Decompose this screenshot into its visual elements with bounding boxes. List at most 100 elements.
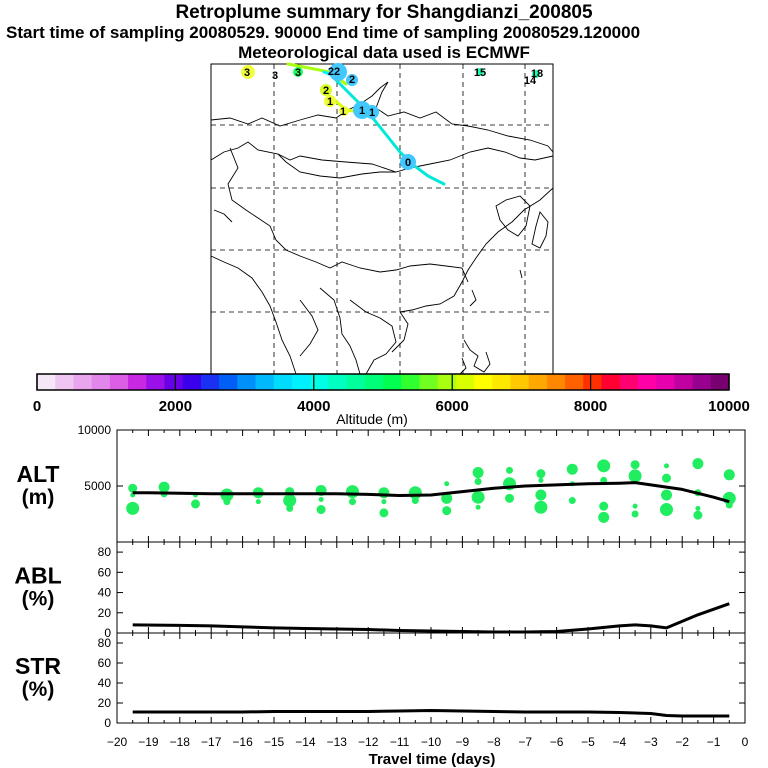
altitude-colorbar: 0 2000 4000 6000 8000 10000 Altitude (m) [33, 373, 750, 427]
colorbar-swatch [200, 374, 220, 390]
altitude-spread-point [538, 477, 544, 483]
altitude-spread-point [191, 499, 200, 509]
altitude-spread-point [599, 501, 609, 511]
y-tick-label: 5000 [84, 479, 111, 493]
colorbar-swatch [37, 374, 56, 390]
altitude-spread-point [628, 469, 642, 483]
colorbar-swatch [328, 374, 348, 390]
colorbar-tick-label: 6000 [436, 398, 469, 415]
colorbar-swatch [656, 374, 675, 390]
colorbar-swatch [164, 374, 184, 390]
altitude-spread-point [692, 458, 704, 470]
colorbar-swatch [419, 374, 439, 390]
x-tick-label: −7 [518, 735, 532, 749]
chart-title: Retroplume summary for Shangdianzi_20080… [175, 2, 593, 23]
x-tick-label: −9 [456, 735, 470, 749]
colorbar-swatch [401, 374, 420, 390]
x-axis-title: Travel time (days) [369, 751, 496, 768]
panel-axis-label: STR [15, 653, 61, 679]
trajectory-label: 3 [244, 67, 250, 79]
y-tick-label: 10000 [78, 423, 112, 437]
y-tick-label: 80 [98, 636, 112, 650]
colorbar-swatch [455, 374, 475, 390]
colorbar-swatch [55, 374, 74, 390]
colorbar-swatch [546, 374, 566, 390]
colorbar-swatch [583, 374, 603, 390]
altitude-spread-point [286, 504, 294, 512]
y-tick-label: 80 [98, 545, 112, 559]
x-tick-label: −19 [138, 735, 159, 749]
y-tick-label: 40 [98, 676, 112, 690]
x-tick-label: −16 [232, 735, 253, 749]
colorbar-swatch [310, 374, 329, 390]
altitude-spread-point [693, 510, 703, 520]
altitude-spread-point [255, 499, 261, 505]
altitude-spread-point [660, 503, 673, 517]
colorbar-tick-label: 0 [33, 398, 41, 415]
altitude-spread-point [471, 490, 485, 504]
y-tick-label: 20 [98, 606, 112, 620]
series-line-abl [132, 602, 730, 634]
trajectory-label: 1 [340, 106, 346, 118]
altitude-spread-point [506, 466, 513, 474]
x-tick-label: −11 [390, 735, 410, 749]
y-tick-label: 60 [98, 565, 112, 579]
altitude-spread-point [566, 463, 578, 475]
trajectory-label: 2 [349, 74, 355, 86]
altitude-spread-point [632, 503, 638, 509]
series-line-alt [132, 481, 730, 504]
y-tick-label: 60 [98, 656, 112, 670]
colorbar-swatch [474, 374, 493, 390]
x-tick-label: 0 [742, 735, 749, 749]
colorbar-swatch [565, 374, 584, 390]
colorbar-tick-label: 8000 [574, 398, 607, 415]
altitude-spread-point [631, 510, 639, 518]
trajectory-label: 1 [327, 96, 333, 108]
x-tick-label: −1 [707, 735, 721, 749]
x-tick-label: −18 [170, 735, 191, 749]
x-tick-label: −12 [358, 735, 379, 749]
trajectory-label: 1 [369, 107, 375, 119]
colorbar-swatch [255, 374, 275, 390]
x-tick-label: −8 [487, 735, 501, 749]
met-data-line: Meteorological data used is ECMWF [238, 43, 530, 62]
altitude-spread-point [283, 494, 297, 508]
colorbar-swatch [291, 374, 311, 390]
colorbar-swatch [128, 374, 147, 390]
trajectory-label: 15 [474, 67, 486, 79]
trajectory-label: 22 [328, 66, 340, 78]
trajectory-label: 1 [359, 105, 365, 117]
colorbar-swatch [619, 374, 639, 390]
altitude-spread-point [725, 501, 733, 509]
trajectory-label: 2 [323, 85, 329, 97]
colorbar-swatch [237, 374, 257, 390]
trajectory-label: 3 [272, 70, 278, 82]
altitude-spread-point [349, 498, 356, 506]
altitude-spread-point [158, 481, 170, 493]
colorbar-swatch [146, 374, 165, 390]
panel-axis-label: (%) [22, 588, 55, 611]
colorbar-swatch [383, 374, 402, 390]
trajectory-label: 3 [295, 67, 301, 79]
altitude-spread-point [534, 500, 548, 514]
panel-axis-label: (%) [22, 678, 55, 701]
altitude-spread-point [630, 460, 640, 470]
colorbar-swatch [510, 374, 530, 390]
altitude-spread-point [695, 505, 701, 511]
colorbar-swatch [273, 374, 293, 390]
colorbar-swatch [528, 374, 548, 390]
y-tick-label: 40 [98, 586, 112, 600]
colorbar-label: Altitude (m) [336, 411, 408, 427]
altitude-spread-point [346, 485, 359, 499]
altitude-spread-point [444, 481, 450, 487]
altitude-spread-point [535, 489, 547, 501]
altitude-spread-point [472, 467, 484, 479]
altitude-spread-point [379, 508, 389, 518]
trajectory-label: 14 [524, 75, 537, 87]
panel-abl: 0 20 40 60 80 ABL(%) [14, 541, 746, 640]
altitude-spread-point [662, 473, 671, 483]
altitude-spread-point [597, 459, 611, 473]
trajectory-markers [241, 63, 540, 170]
